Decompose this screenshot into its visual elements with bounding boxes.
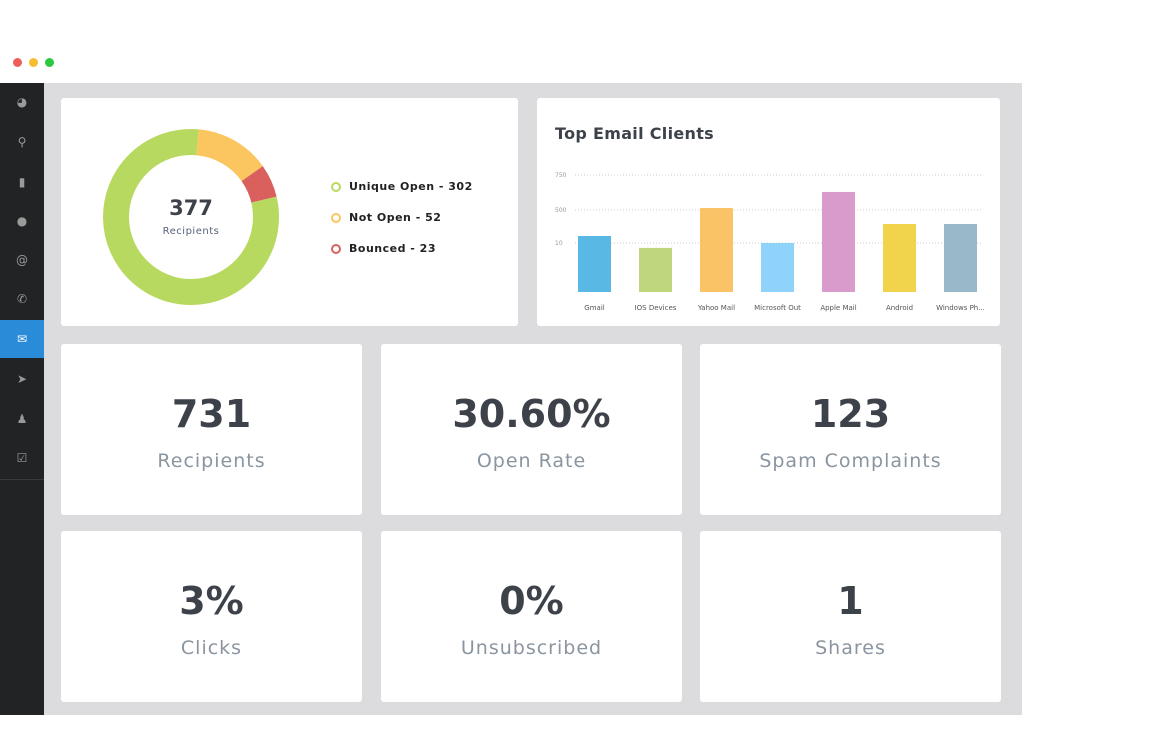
at-target-icon: @ <box>16 253 28 267</box>
sidebar-divider <box>0 479 44 480</box>
legend-label: Not Open - 52 <box>349 211 442 224</box>
x-tick-label: Android <box>886 304 913 312</box>
y-tick-label: 10 <box>555 240 563 247</box>
donut-total: 377 <box>169 196 213 220</box>
x-tick-label: IOS Devices <box>635 304 677 312</box>
clipboard-check-icon: ☑ <box>16 451 28 465</box>
stat-card-clicks: 3% Clicks <box>61 531 362 702</box>
legend-label: Bounced - 23 <box>349 242 436 255</box>
sidebar-item-at-target[interactable]: @ <box>0 241 44 279</box>
legend-marker-icon <box>331 243 341 254</box>
bar <box>639 247 672 292</box>
sidebar-item-user[interactable]: ♟ <box>0 400 44 438</box>
bar <box>822 191 855 292</box>
donut-chart <box>103 129 279 305</box>
sidebar-item-bar-chart[interactable]: ▮ <box>0 163 44 201</box>
x-tick-label: Microsoft Out <box>754 304 801 312</box>
x-tick-label: Apple Mail <box>820 304 856 312</box>
bar-chart: 10 500 750 Gmail IOS Devices Yahoo Mail Micros… <box>555 172 985 312</box>
donut-slice <box>195 129 263 182</box>
stat-value: 123 <box>810 392 891 436</box>
y-tick-label: 500 <box>555 207 567 214</box>
email-clients-card: Top Email Clients 10 500 750 Gmail IOS Devic… <box>537 98 1000 326</box>
maximize-window-button[interactable] <box>45 58 54 67</box>
stat-value: 30.60% <box>452 392 611 436</box>
bar <box>578 235 611 292</box>
stat-card-shares: 1 Shares <box>700 531 1001 702</box>
stat-label: Shares <box>815 637 886 659</box>
search-icon: ⚲ <box>17 135 27 149</box>
bar-chart-icon: ▮ <box>18 175 26 189</box>
legend-label: Unique Open - 302 <box>349 180 473 193</box>
stat-card-open-rate: 30.60% Open Rate <box>381 344 682 515</box>
stat-card-spam-complaints: 123 Spam Complaints <box>700 344 1001 515</box>
sidebar-item-envelope[interactable]: ✉ <box>0 320 44 358</box>
close-window-button[interactable] <box>13 58 22 67</box>
stat-card-recipients: 731 Recipients <box>61 344 362 515</box>
x-tick-label: Yahoo Mail <box>697 304 735 312</box>
stat-card-unsubscribed: 0% Unsubscribed <box>381 531 682 702</box>
stat-label: Open Rate <box>476 450 587 472</box>
stat-label: Unsubscribed <box>460 637 603 659</box>
y-tick-label: 750 <box>555 172 567 179</box>
donut-total-label: Recipients <box>162 226 220 237</box>
sidebar: ◕ ⚲ ▮ ● @ ✆ ✉ ➤ ♟ ☑ <box>0 83 44 715</box>
legend-item: Not Open - 52 <box>331 211 441 224</box>
bar <box>944 224 977 292</box>
sidebar-item-phone[interactable]: ✆ <box>0 280 44 318</box>
paper-plane-icon: ➤ <box>16 372 28 386</box>
donut-card: 377 Recipients Unique Open - 302 Not Open… <box>61 98 518 326</box>
envelope-icon: ✉ <box>16 332 28 346</box>
legend-item: Unique Open - 302 <box>331 180 473 193</box>
stat-value: 731 <box>171 392 252 436</box>
sidebar-item-dashboard[interactable]: ◕ <box>0 83 44 121</box>
legend-marker-icon <box>331 181 341 192</box>
x-tick-label: Windows Ph... <box>936 304 985 312</box>
sidebar-item-paper-plane[interactable]: ➤ <box>0 360 44 398</box>
sidebar-item-clipboard-check[interactable]: ☑ <box>0 439 44 477</box>
minimize-window-button[interactable] <box>29 58 38 67</box>
chart-title: Top Email Clients <box>555 124 714 143</box>
phone-icon: ✆ <box>16 292 28 306</box>
dashboard-icon: ◕ <box>16 95 28 109</box>
donut-slice <box>103 129 279 305</box>
sidebar-item-search[interactable]: ⚲ <box>0 123 44 161</box>
dashboard: 377 Recipients Unique Open - 302 Not Open… <box>44 83 1022 715</box>
sidebar-item-chat[interactable]: ● <box>0 202 44 240</box>
stat-label: Spam Complaints <box>759 450 942 472</box>
stat-value: 1 <box>837 579 864 623</box>
user-icon: ♟ <box>16 412 28 426</box>
stat-label: Recipients <box>157 450 266 472</box>
donut-slice <box>241 166 277 204</box>
bar <box>761 243 794 292</box>
x-tick-label: Gmail <box>584 304 604 312</box>
legend-marker-icon <box>331 212 341 223</box>
stat-label: Clicks <box>180 637 243 659</box>
chat-icon: ● <box>16 214 28 228</box>
bar <box>700 208 733 292</box>
stat-value: 3% <box>179 579 244 623</box>
stat-value: 0% <box>499 579 564 623</box>
legend-item: Bounced - 23 <box>331 242 436 255</box>
bar <box>883 224 916 292</box>
